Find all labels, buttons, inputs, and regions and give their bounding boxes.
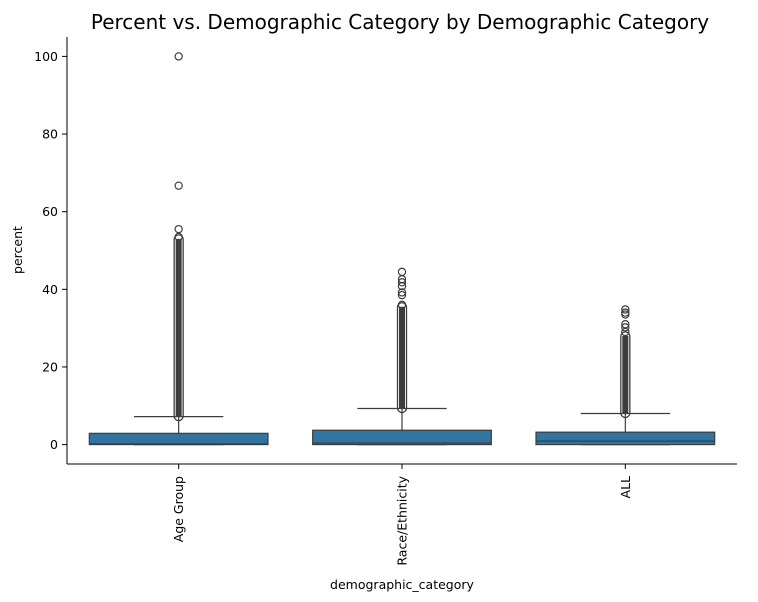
x-axis-label: demographic_category bbox=[330, 577, 474, 592]
outlier-point bbox=[397, 290, 407, 300]
outlier-point bbox=[621, 308, 630, 317]
x-tick-label: ALL bbox=[618, 476, 633, 499]
y-tick-label: 0 bbox=[50, 437, 58, 452]
chart-title: Percent vs. Demographic Category by Demo… bbox=[91, 10, 709, 34]
outlier-point bbox=[397, 300, 407, 310]
y-tick-label: 80 bbox=[42, 127, 58, 142]
box-group bbox=[535, 305, 716, 446]
outlier-point bbox=[397, 278, 407, 287]
box-group bbox=[88, 52, 269, 446]
outlier-point bbox=[174, 52, 183, 61]
x-tick-label: Race/Ethnicity bbox=[395, 475, 410, 565]
outlier-point bbox=[621, 323, 630, 332]
box-iqr bbox=[88, 432, 269, 446]
y-tick-label: 100 bbox=[34, 49, 58, 64]
y-axis-label: percent bbox=[10, 226, 25, 274]
box-iqr bbox=[535, 431, 716, 446]
outlier-point bbox=[397, 288, 407, 297]
x-tick-label: Age Group bbox=[171, 476, 186, 542]
outlier-point bbox=[174, 224, 183, 234]
y-tick-label: 60 bbox=[42, 204, 58, 219]
y-tick-label: 40 bbox=[42, 282, 58, 297]
box-iqr bbox=[312, 429, 492, 446]
y-axis-ticks: 0 20 40 60 80 100 bbox=[34, 49, 67, 452]
outlier-point bbox=[174, 181, 183, 190]
outlier-point bbox=[621, 305, 630, 314]
plot-area bbox=[88, 52, 716, 446]
x-axis-ticks: Age Group Race/Ethnicity ALL bbox=[171, 464, 633, 566]
y-tick-label: 20 bbox=[42, 359, 58, 374]
box-group bbox=[312, 267, 492, 446]
outlier-point bbox=[621, 320, 630, 329]
outlier-point bbox=[397, 267, 407, 277]
